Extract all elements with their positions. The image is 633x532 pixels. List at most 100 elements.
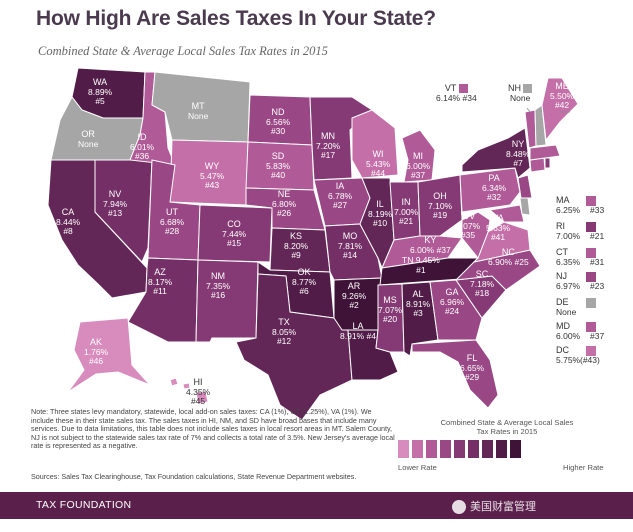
rank-MD: #37	[590, 331, 605, 341]
rank-MA: #33	[590, 205, 605, 215]
swatch-DE	[586, 298, 596, 308]
label-IN: IN 7.00% #21	[394, 197, 419, 226]
legend-swatch-7	[482, 440, 493, 458]
page-title: How High Are Sales Taxes In Your State?	[36, 7, 436, 30]
label-AR: AR 9.26% #2	[342, 281, 367, 310]
state-ME[interactable]	[541, 77, 579, 142]
label-VA: VA 5.63% #41	[486, 213, 511, 242]
legend-high-label: Higher Rate	[563, 463, 604, 472]
us-map	[47, 67, 579, 421]
state-WI[interactable]	[351, 109, 399, 179]
label-KS: KS 8.20% #9	[284, 231, 309, 260]
footnote: Note: Three states levy mandatory, state…	[31, 407, 395, 451]
swatch-MD	[586, 322, 596, 332]
label-MD: MD 6.00%	[556, 321, 596, 341]
label-DE: DE None	[556, 297, 596, 317]
label-NM: NM 7.35% #16	[206, 271, 231, 300]
legend-title: Combined State & Average Local Sales Tax…	[440, 418, 574, 436]
state-HI[interactable]	[169, 377, 209, 405]
label-FL: FL 6.65% #29	[460, 353, 485, 382]
rank-RI: #21	[590, 231, 605, 241]
swatch-VT	[458, 84, 468, 94]
label-HI: HI 4.35% #45	[186, 377, 211, 406]
legend-swatch-9	[510, 440, 521, 458]
state-TX[interactable]	[235, 273, 353, 421]
legend-swatch-3	[426, 440, 437, 458]
label-MO: MO 7.81% #14	[338, 231, 363, 260]
swatch-DC	[586, 346, 596, 356]
state-GA[interactable]	[429, 279, 483, 341]
label-OK: OK 8.77% #6	[292, 267, 317, 296]
wechat-icon	[452, 500, 466, 515]
state-FL[interactable]	[411, 339, 499, 409]
label-PA: PA 6.34% #32	[482, 173, 507, 202]
rank-CT: #31	[590, 257, 605, 267]
legend-low-label: Lower Rate	[398, 463, 437, 472]
state-DE[interactable]	[519, 197, 531, 216]
swatch-RI	[586, 222, 596, 232]
label-CT: CT 6.35%	[556, 247, 596, 267]
swatch-MA	[586, 196, 596, 206]
legend-swatch-5	[454, 440, 465, 458]
legend-swatch-2	[412, 440, 423, 458]
state-MA[interactable]	[529, 144, 561, 161]
label-NJ: NJ 6.97%	[556, 271, 596, 291]
state-AK[interactable]	[67, 317, 151, 393]
label-WI: WI 5.43% #44	[366, 149, 391, 178]
state-NJ[interactable]	[517, 174, 533, 199]
label-MS: MS 7.07% #20	[378, 295, 403, 324]
label-RI: RI 7.00%	[556, 221, 596, 241]
state-MD[interactable]	[488, 204, 525, 223]
swatch-CT	[586, 248, 596, 258]
label-OR: OR None	[78, 129, 99, 149]
label-WY: WY 5.47% #43	[200, 161, 225, 190]
label-NE: NE 6.80% #26	[272, 189, 297, 218]
label-CA: CA 8.44% #8	[56, 207, 81, 236]
label-AL: AL 8.91% #3	[406, 289, 431, 318]
label-IA: IA 6.78% #27	[328, 181, 353, 210]
state-RI[interactable]	[544, 157, 551, 169]
label-ND: ND 6.56% #30	[266, 107, 291, 136]
label-WV: WV 6.07% #35	[456, 211, 481, 240]
watermark-text: 美国财富管理	[470, 501, 536, 513]
label-ID: ID 6.01% #36	[130, 132, 155, 161]
watermark: 美国财富管理	[452, 498, 536, 515]
label-NV: NV 7.94% #13	[103, 189, 128, 218]
label-OH: OH 7.10% #19	[428, 191, 453, 220]
label-KY: KY 6.00% #37	[410, 235, 451, 255]
label-NH: NH None	[508, 83, 533, 103]
swatch-NH	[523, 84, 533, 94]
label-WA: WA 8.89% #5	[88, 77, 113, 106]
state-NH[interactable]	[534, 104, 547, 147]
state-WV[interactable]	[461, 211, 491, 259]
page-subtitle: Combined State & Average Local Sales Tax…	[38, 44, 328, 58]
label-LA: LA 8.91% #4	[340, 321, 376, 341]
state-NY[interactable]	[461, 127, 531, 179]
rank-NJ: #23	[590, 281, 605, 291]
label-MT: MT None	[188, 101, 209, 121]
label-MA: MA 6.25%	[556, 195, 596, 215]
label-NY: NY 8.48% #7	[506, 139, 531, 168]
sources: Sources: Sales Tax Clearinghouse, Tax Fo…	[31, 472, 357, 481]
label-IL: IL 8.19% #10	[368, 199, 393, 228]
footer-bar	[0, 492, 633, 519]
label-NC: NC 6.90% #25	[488, 247, 529, 267]
label-VT: VT 6.14% #34	[436, 83, 477, 103]
label-AK: AK 1.76% #46	[84, 337, 109, 366]
legend-swatch-4	[440, 440, 451, 458]
label-AZ: AZ 8.17% #11	[148, 267, 173, 296]
label-SD: SD 5.83% #40	[266, 151, 291, 180]
rank-DC: (#43)	[580, 355, 600, 365]
label-GA: GA 6.96% #24	[440, 287, 465, 316]
label-MN: MN 7.20% #17	[316, 131, 341, 160]
label-TX: TX 8.05% #12	[272, 317, 297, 346]
state-OH[interactable]	[417, 174, 463, 237]
label-CO: CO 7.44% #15	[222, 219, 247, 248]
swatch-NJ	[586, 272, 596, 282]
label-TN: TN 9.45% #1	[402, 255, 440, 275]
label-UT: UT 6.68% #28	[160, 207, 185, 236]
legend-swatch-6	[468, 440, 479, 458]
legend-scale	[398, 440, 521, 458]
label-ME: ME 5.50% #42	[550, 81, 575, 110]
label-DC: DC 5.75%	[556, 345, 596, 365]
